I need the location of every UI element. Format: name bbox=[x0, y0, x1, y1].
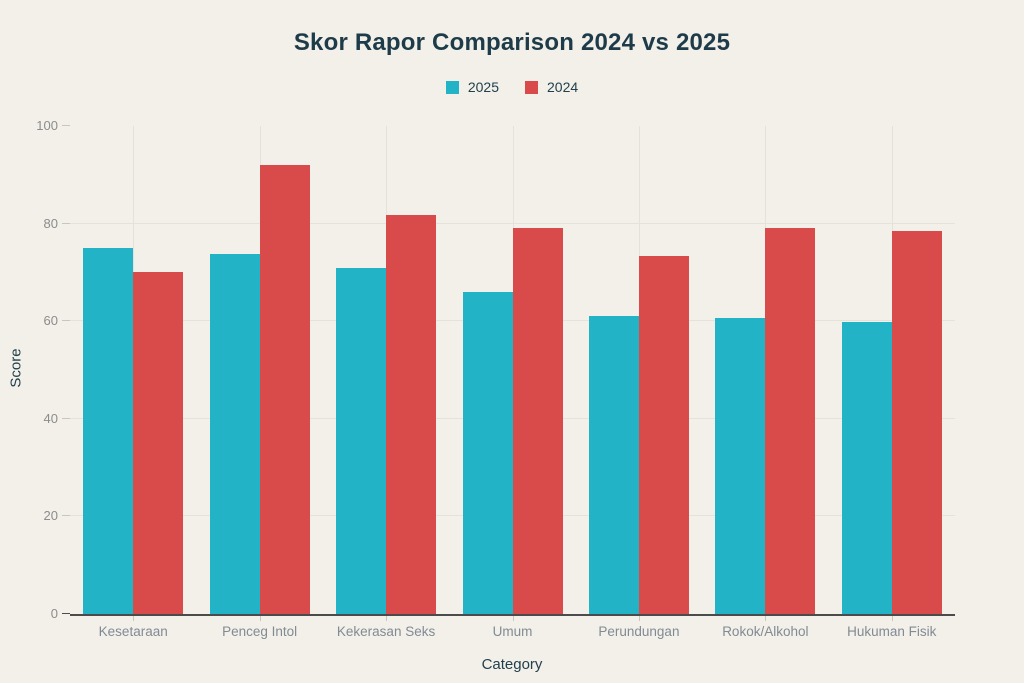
legend: 2025 2024 bbox=[0, 79, 1024, 95]
x-axis-category-label-1: Kesetaraan bbox=[98, 624, 168, 639]
y-axis-tick-label-100: 100 bbox=[36, 118, 58, 133]
bar-2025-Penceg Intol bbox=[209, 254, 260, 614]
x-axis-tick-5 bbox=[638, 616, 640, 621]
y-axis-tick-label-20: 20 bbox=[43, 508, 58, 524]
y-axis-tick-label-80: 80 bbox=[43, 215, 58, 231]
x-axis-title: Category bbox=[481, 656, 543, 673]
legend-swatch-2025-icon bbox=[445, 80, 459, 94]
y-axis-tick-label-60: 60 bbox=[43, 313, 58, 329]
bar-2025-Perundungan bbox=[588, 316, 639, 614]
x-axis-tick-4 bbox=[512, 616, 514, 621]
y-axis-tick-label-40: 40 bbox=[43, 410, 58, 426]
x-axis-category-label-3: Kekerasan Seks bbox=[336, 624, 436, 639]
y-axis-tick-label-0: 0 bbox=[50, 606, 58, 621]
x-axis-category-label-4: Umum bbox=[492, 624, 533, 639]
legend-item-2024[interactable]: 2024 bbox=[525, 79, 578, 95]
y-axis-tick-20 bbox=[62, 515, 70, 517]
chart-title: Skor Rapor Comparison 2024 vs 2025 bbox=[293, 29, 731, 56]
bar-2024-Penceg Intol bbox=[259, 165, 310, 614]
bar-2025-Kekerasan Seks bbox=[336, 267, 387, 614]
bar-2025-Umum bbox=[462, 291, 513, 614]
bar-2024-Umum bbox=[512, 228, 563, 614]
bar-2024-Kekerasan Seks bbox=[386, 214, 437, 614]
legend-item-2025[interactable]: 2025 bbox=[445, 79, 499, 95]
x-axis-tick-7 bbox=[891, 616, 893, 621]
x-axis-category-label-2: Penceg Intol bbox=[222, 624, 298, 639]
x-axis-category-label-6: Rokok/Alkohol bbox=[722, 624, 809, 639]
x-axis-tick-1 bbox=[133, 616, 135, 621]
bar-2025-Hukuman Fisik bbox=[841, 321, 892, 614]
legend-label-2024: 2024 bbox=[547, 79, 579, 95]
x-axis-tick-6 bbox=[765, 616, 767, 621]
y-axis-tick-100 bbox=[62, 125, 70, 126]
y-axis-tick-60 bbox=[62, 320, 70, 322]
bar-2025-Rokok/Alkohol bbox=[715, 317, 766, 614]
x-axis-tick-3 bbox=[386, 616, 388, 621]
plot-area bbox=[62, 125, 955, 621]
bar-2025-Kesetaraan bbox=[83, 248, 134, 614]
x-axis-category-label-7: Hukuman Fisik bbox=[847, 624, 937, 639]
legend-label-2025: 2025 bbox=[467, 79, 499, 95]
x-axis-tick-2 bbox=[259, 616, 261, 621]
y-axis-tick-0 bbox=[62, 613, 70, 614]
bar-2024-Hukuman Fisik bbox=[891, 230, 942, 614]
bar-2024-Kesetaraan bbox=[133, 272, 184, 614]
y-axis-tick-80 bbox=[62, 222, 70, 224]
y-axis-title: Score bbox=[7, 348, 25, 388]
x-axis-category-label-5: Perundungan bbox=[598, 624, 680, 639]
legend-swatch-2024-icon bbox=[525, 80, 538, 94]
bar-2024-Perundungan bbox=[638, 255, 689, 614]
bar-2024-Rokok/Alkohol bbox=[765, 227, 816, 614]
y-axis-tick-40 bbox=[62, 417, 70, 419]
